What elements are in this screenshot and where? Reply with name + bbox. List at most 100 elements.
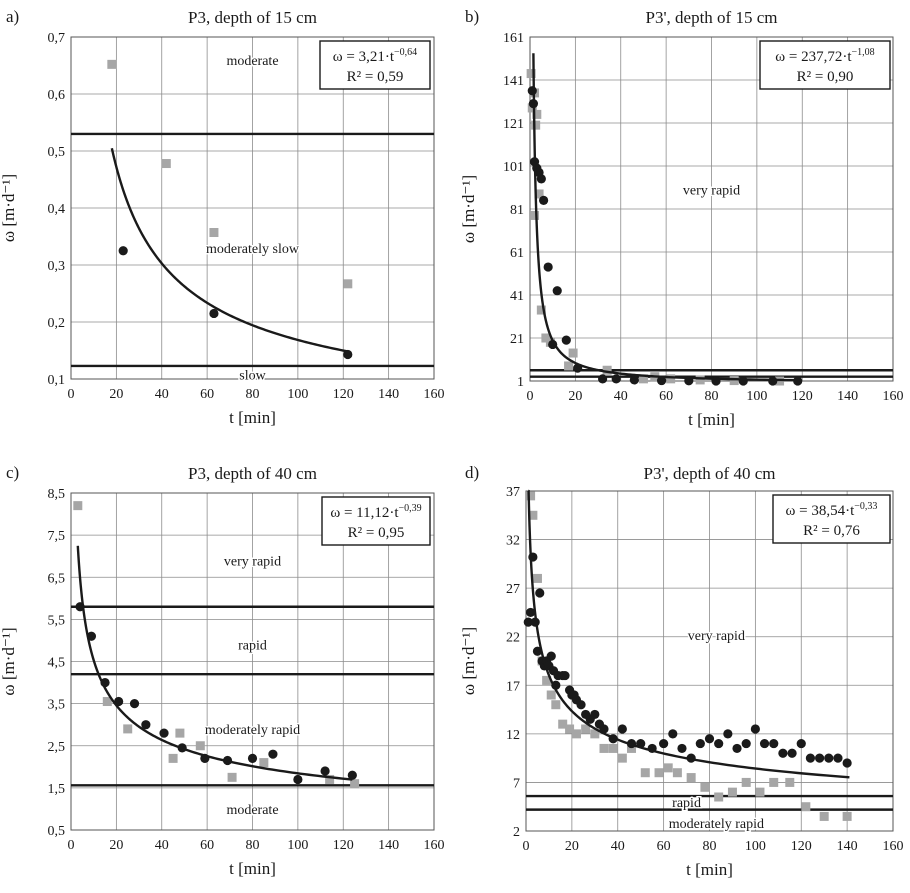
x-axis-label: t [min] — [229, 859, 276, 878]
x-tick-label: 120 — [333, 838, 354, 853]
y-tick-label: 0,2 — [48, 316, 66, 331]
r-squared-text: R² = 0,90 — [797, 69, 854, 85]
data-point-circle — [659, 738, 669, 749]
y-tick-label: 2,5 — [48, 740, 66, 755]
data-point-square — [599, 743, 609, 753]
y-tick-label: 5,5 — [48, 613, 66, 628]
r-squared-text: R² = 0,95 — [348, 525, 405, 541]
data-point-circle — [546, 651, 556, 661]
data-point-circle — [536, 174, 546, 184]
data-point-square — [819, 811, 829, 821]
x-tick-label: 80 — [246, 387, 260, 402]
data-point-square — [741, 777, 751, 787]
y-tick-label: 27 — [506, 582, 520, 597]
data-point-square — [195, 741, 205, 751]
equation-base: ω = 237,72·t — [775, 49, 852, 65]
data-point-square — [666, 374, 676, 384]
data-point-square — [640, 768, 650, 778]
y-tick-label: 7,5 — [48, 529, 66, 544]
data-point-square — [526, 69, 536, 79]
plot-frame — [70, 36, 435, 380]
data-point-circle — [842, 758, 852, 768]
data-point-circle — [787, 748, 797, 758]
data-point-circle — [247, 753, 258, 763]
y-tick-label: 61 — [510, 246, 524, 261]
data-point-square — [729, 376, 739, 386]
data-point-circle — [714, 738, 724, 749]
x-tick-label: 20 — [568, 389, 582, 404]
data-point-circle — [539, 195, 549, 205]
data-point-square — [602, 365, 612, 375]
equation-text: ω = 237,72·t−1,08 — [775, 47, 874, 65]
data-point-circle — [118, 246, 128, 256]
equation-base: ω = 3,21·t — [333, 49, 395, 65]
x-tick-label: 160 — [883, 389, 904, 404]
y-axis-label: ω [m·d⁻¹] — [0, 174, 18, 242]
equation-box — [759, 40, 891, 90]
data-point-square — [551, 700, 561, 710]
y-tick-label: 7 — [513, 776, 520, 791]
x-tick-label: 20 — [109, 387, 123, 402]
data-point-square — [608, 743, 618, 753]
data-point-circle — [129, 699, 140, 709]
data-point-circle — [769, 738, 779, 749]
data-point-circle — [759, 738, 770, 749]
y-tick-label: 2 — [513, 825, 520, 840]
y-tick-label: 1 — [517, 375, 524, 390]
y-tick-label: 0,3 — [48, 259, 66, 274]
data-point-circle — [741, 738, 751, 749]
x-tick-label: 80 — [703, 839, 717, 854]
equation-exponent: −1,08 — [852, 47, 875, 58]
y-tick-label: 0,1 — [48, 373, 66, 388]
data-point-circle — [598, 374, 608, 384]
data-point-square — [672, 768, 682, 778]
x-axis-label: t [min] — [229, 408, 276, 427]
data-point-square — [686, 773, 696, 783]
y-axis-label: ω [m·d⁻¹] — [459, 627, 478, 695]
data-point-circle — [732, 743, 742, 754]
data-point-square — [627, 743, 637, 753]
data-point-square — [536, 305, 546, 315]
y-tick-label: 8,5 — [48, 487, 66, 502]
data-point-square — [168, 753, 178, 763]
plot-frame — [525, 490, 894, 832]
data-point-square — [714, 792, 724, 802]
data-point-circle — [824, 753, 834, 763]
data-point-square — [530, 210, 540, 220]
x-tick-label: 140 — [378, 387, 399, 402]
x-tick-label: 120 — [792, 389, 813, 404]
data-point-square — [73, 501, 83, 511]
data-point-square — [654, 768, 664, 778]
x-tick-label: 160 — [424, 838, 445, 853]
zone-label: rapid — [238, 639, 267, 654]
y-tick-label: 0,5 — [48, 145, 66, 160]
zone-label: moderately slow — [206, 242, 300, 257]
y-tick-label: 21 — [510, 332, 524, 347]
data-point-square — [558, 719, 568, 729]
data-point-circle — [695, 738, 705, 749]
data-point-circle — [677, 743, 687, 754]
chart-title: P3', depth of 15 cm — [646, 8, 778, 27]
data-point-circle — [527, 86, 537, 96]
data-point-circle — [617, 724, 627, 734]
y-tick-label: 4,5 — [48, 656, 66, 671]
equation-text: ω = 11,12·t−0,39 — [330, 503, 421, 521]
fit-curve — [76, 545, 353, 781]
zone-label: very rapid — [224, 554, 281, 569]
x-tick-label: 60 — [657, 839, 671, 854]
fit-curve — [110, 147, 349, 353]
data-point-square — [161, 159, 171, 169]
data-point-square — [801, 802, 811, 812]
zone-label: very rapid — [683, 184, 740, 199]
zone-label: moderately rapid — [669, 817, 764, 832]
data-point-square — [695, 375, 705, 385]
chart-panel-4: d) P3', depth of 40 cm 0 20 40 60 80 100 120 140 1… — [459, 463, 904, 879]
data-point-circle — [347, 770, 357, 780]
panel-label: a) — [6, 7, 19, 26]
x-tick-label: 0 — [68, 838, 75, 853]
data-point-square — [842, 811, 852, 821]
data-point-circle — [543, 262, 553, 272]
data-point-square — [325, 774, 335, 784]
chart-panel-2: b) P3', depth of 15 cm 0 20 40 60 80 100 120 140 1… — [459, 7, 904, 429]
data-point-square — [663, 763, 673, 773]
